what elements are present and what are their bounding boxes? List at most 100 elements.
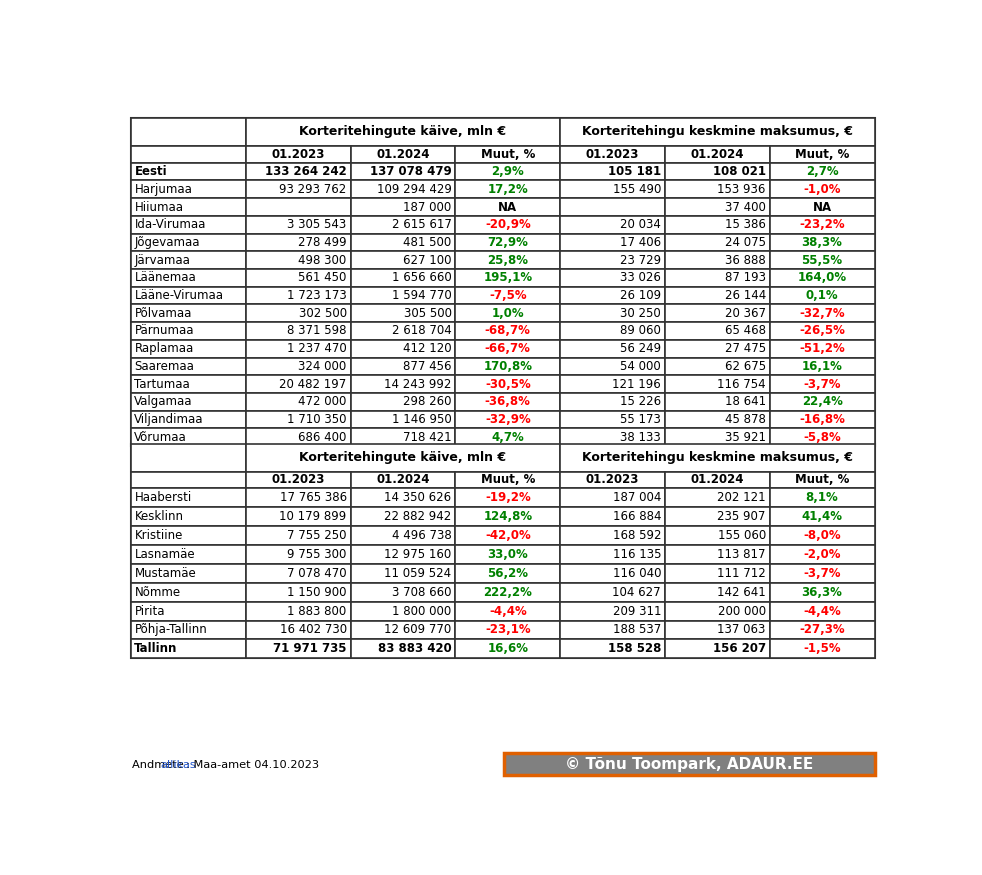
Bar: [246, 429, 351, 446]
Bar: [246, 340, 351, 358]
Text: 124,8%: 124,8%: [483, 510, 532, 523]
Text: 166 884: 166 884: [613, 510, 661, 523]
Bar: [131, 444, 246, 472]
Bar: [351, 216, 456, 234]
Text: 20 034: 20 034: [621, 218, 661, 231]
Bar: [560, 322, 665, 340]
Text: 4 496 738: 4 496 738: [392, 529, 452, 542]
Bar: [770, 410, 875, 429]
Text: 01.2024: 01.2024: [690, 148, 744, 161]
Text: 01.2024: 01.2024: [376, 473, 430, 487]
Text: -2,0%: -2,0%: [803, 548, 841, 561]
Text: Kesklinn: Kesklinn: [135, 510, 184, 523]
Text: : Maa-amet 04.10.2023: : Maa-amet 04.10.2023: [186, 760, 318, 770]
Text: 1 800 000: 1 800 000: [392, 605, 452, 618]
Bar: [246, 358, 351, 375]
Bar: [246, 545, 351, 564]
Text: 209 311: 209 311: [613, 605, 661, 618]
Bar: [770, 180, 875, 198]
Bar: [560, 444, 875, 472]
Bar: [131, 640, 246, 658]
Text: 1,0%: 1,0%: [491, 307, 524, 319]
Bar: [131, 163, 246, 180]
Bar: [665, 393, 770, 410]
Bar: [456, 410, 560, 429]
Text: 155 490: 155 490: [613, 183, 661, 196]
Bar: [246, 375, 351, 393]
Bar: [560, 146, 665, 163]
Bar: [665, 251, 770, 269]
Bar: [246, 393, 351, 410]
Text: Valgamaa: Valgamaa: [135, 396, 192, 409]
Bar: [770, 472, 875, 488]
Bar: [770, 358, 875, 375]
Bar: [131, 118, 246, 146]
Text: 16,6%: 16,6%: [487, 642, 528, 655]
Text: Pärnumaa: Pärnumaa: [135, 325, 193, 338]
Text: Järvamaa: Järvamaa: [135, 254, 191, 267]
Text: -66,7%: -66,7%: [485, 342, 530, 355]
Bar: [351, 640, 456, 658]
Text: 1 150 900: 1 150 900: [287, 585, 347, 598]
Bar: [770, 583, 875, 602]
Bar: [770, 340, 875, 358]
Bar: [770, 393, 875, 410]
Text: 113 817: 113 817: [717, 548, 766, 561]
Text: 686 400: 686 400: [299, 430, 347, 444]
Text: NA: NA: [498, 200, 518, 214]
Bar: [351, 583, 456, 602]
Text: Pirita: Pirita: [135, 605, 165, 618]
Bar: [456, 198, 560, 216]
Bar: [456, 287, 560, 304]
Text: -1,5%: -1,5%: [803, 642, 841, 655]
Bar: [560, 472, 665, 488]
Text: 33,0%: 33,0%: [487, 548, 528, 561]
Bar: [770, 146, 875, 163]
Bar: [131, 251, 246, 269]
Text: -20,9%: -20,9%: [485, 218, 530, 231]
Bar: [456, 640, 560, 658]
Bar: [665, 429, 770, 446]
Text: 36,3%: 36,3%: [801, 585, 843, 598]
Bar: [131, 429, 246, 446]
Text: -68,7%: -68,7%: [485, 325, 530, 338]
Text: 187 000: 187 000: [404, 200, 452, 214]
Bar: [560, 216, 665, 234]
Text: -5,8%: -5,8%: [803, 430, 841, 444]
Bar: [560, 526, 665, 545]
Bar: [131, 444, 875, 658]
Text: 1 594 770: 1 594 770: [392, 289, 452, 302]
Bar: [770, 620, 875, 640]
Bar: [456, 620, 560, 640]
Text: 155 060: 155 060: [718, 529, 766, 542]
Text: 15 226: 15 226: [620, 396, 661, 409]
Text: -16,8%: -16,8%: [799, 413, 846, 426]
Text: Korteritehingute käive, mln €: Korteritehingute käive, mln €: [300, 125, 507, 138]
Bar: [456, 180, 560, 198]
Bar: [504, 753, 875, 775]
Text: 15 386: 15 386: [725, 218, 766, 231]
Bar: [131, 358, 246, 375]
Text: -19,2%: -19,2%: [485, 492, 530, 504]
Text: 11 059 524: 11 059 524: [384, 567, 452, 580]
Bar: [456, 358, 560, 375]
Text: 12 975 160: 12 975 160: [384, 548, 452, 561]
Bar: [770, 545, 875, 564]
Text: 3 708 660: 3 708 660: [392, 585, 452, 598]
Bar: [560, 269, 665, 287]
Text: 01.2023: 01.2023: [586, 473, 639, 487]
Bar: [665, 146, 770, 163]
Bar: [665, 198, 770, 216]
Text: 195,1%: 195,1%: [483, 271, 532, 284]
Bar: [560, 640, 665, 658]
Text: 137 078 479: 137 078 479: [370, 165, 452, 178]
Bar: [770, 507, 875, 526]
Text: Põlvamaa: Põlvamaa: [135, 307, 191, 319]
Bar: [665, 507, 770, 526]
Bar: [351, 410, 456, 429]
Bar: [351, 564, 456, 583]
Text: 1 237 470: 1 237 470: [287, 342, 347, 355]
Text: Lasnamäe: Lasnamäe: [135, 548, 195, 561]
Bar: [131, 472, 246, 488]
Bar: [131, 216, 246, 234]
